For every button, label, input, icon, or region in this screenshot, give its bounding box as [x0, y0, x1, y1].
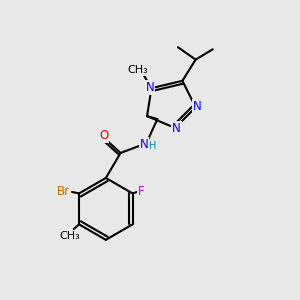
Text: Br: Br	[57, 185, 70, 199]
Text: N: N	[146, 81, 154, 94]
Text: H: H	[149, 142, 157, 152]
Text: CH₃: CH₃	[60, 230, 81, 241]
Text: CH₃: CH₃	[128, 65, 148, 76]
Text: N: N	[172, 122, 181, 135]
Text: N: N	[193, 100, 202, 113]
Text: N: N	[140, 138, 148, 151]
Text: O: O	[99, 129, 108, 142]
Text: F: F	[138, 185, 145, 199]
